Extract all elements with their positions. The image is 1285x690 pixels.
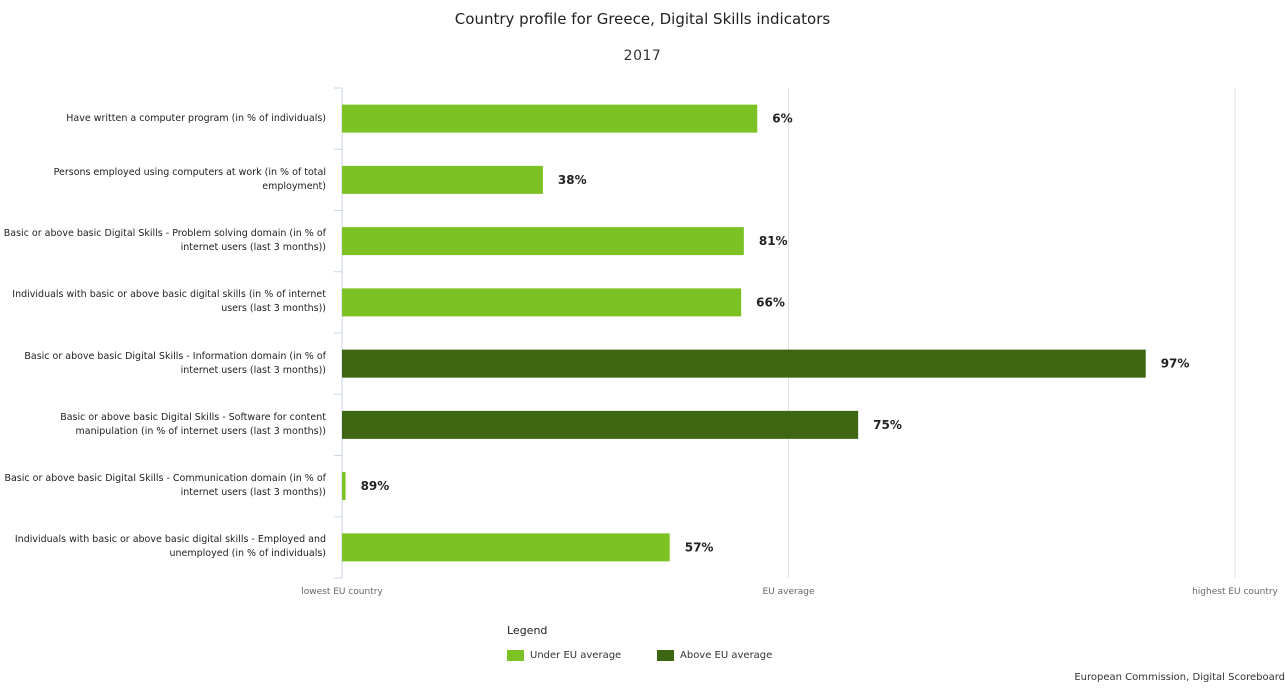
- category-label: Basic or above basic Digital Skills - Pr…: [3, 228, 326, 254]
- bar: [342, 410, 859, 439]
- bar: [342, 165, 543, 194]
- bar-chart: 6% 38% 81% 66% 97% 75% 89% 57% lowest EU country…: [301, 87, 1279, 597]
- data-label: 75%: [873, 418, 902, 432]
- legend-item-under[interactable]: Under EU average: [507, 650, 621, 661]
- legend-item-above[interactable]: Above EU average: [657, 650, 772, 661]
- category-label: Basic or above basic Digital Skills - Co…: [4, 473, 326, 499]
- bar: [342, 227, 744, 256]
- legend-swatch-above: [657, 650, 674, 661]
- x-axis-tick-label: lowest EU country: [301, 587, 383, 597]
- credits[interactable]: European Commission, Digital Scoreboard: [1074, 672, 1285, 683]
- data-label: 97%: [1161, 357, 1190, 371]
- category-label: Basic or above basic Digital Skills - In…: [24, 350, 326, 376]
- x-axis-tick-label: EU average: [763, 587, 815, 597]
- legend-title: Legend: [507, 624, 548, 637]
- legend-label-above: Above EU average: [680, 650, 773, 661]
- bar: [342, 349, 1146, 378]
- data-label: 81%: [759, 234, 788, 248]
- legend-label-under: Under EU average: [530, 650, 622, 661]
- category-label: Individuals with basic or above basic di…: [14, 534, 326, 560]
- data-label: 6%: [772, 112, 792, 126]
- data-label: 66%: [756, 295, 785, 309]
- bar: [342, 104, 758, 133]
- data-label: 38%: [558, 173, 587, 187]
- bar: [342, 472, 346, 501]
- data-label: 57%: [685, 540, 714, 554]
- category-label: Individuals with basic or above basic di…: [12, 289, 326, 315]
- chart-subtitle: 2017: [623, 48, 662, 64]
- chart-title: Country profile for Greece, Digital Skil…: [454, 10, 831, 28]
- bar: [342, 288, 742, 317]
- category-label: Persons employed using computers at work…: [53, 166, 326, 192]
- bar: [342, 533, 670, 562]
- category-label: Have written a computer program (in % of…: [66, 112, 326, 124]
- x-axis-tick-label: highest EU country: [1192, 587, 1278, 597]
- data-label: 89%: [361, 479, 390, 493]
- legend-swatch-under: [507, 650, 524, 661]
- category-label: Basic or above basic Digital Skills - So…: [60, 411, 326, 437]
